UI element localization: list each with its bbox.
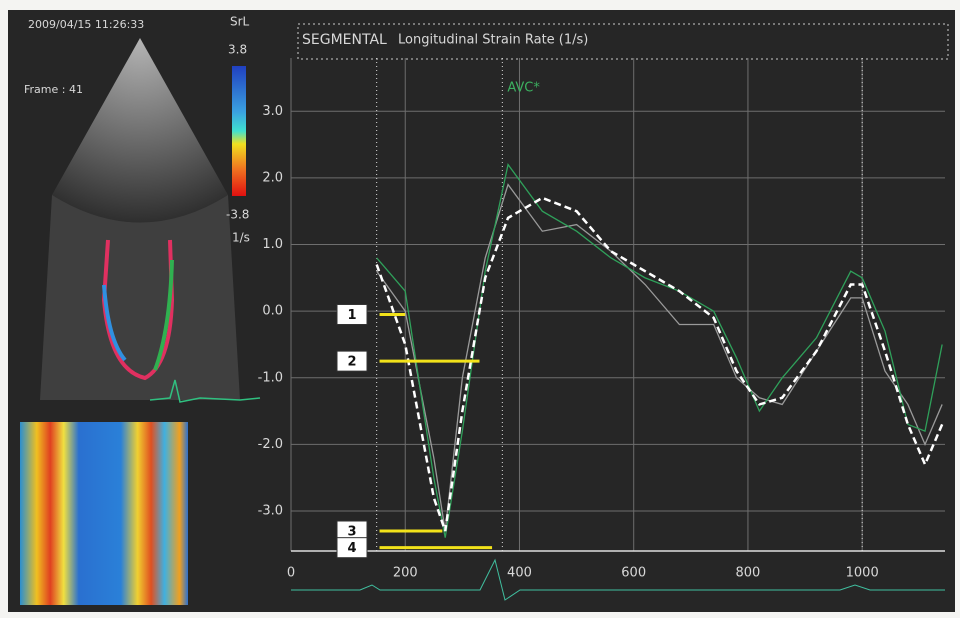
- colorbar: [232, 66, 246, 196]
- x-tick-label: 0: [287, 566, 295, 581]
- y-tick-label: 2.0: [262, 170, 283, 185]
- screenshot: 2009/04/15 11:26:33 Frame : 41 SrL 3.8 -…: [0, 0, 960, 618]
- echo-sector-lower: [40, 195, 240, 400]
- x-tick-label: 200: [393, 566, 418, 581]
- chart-title: SEGMENTAL: [302, 32, 387, 48]
- mmode-strip: [20, 422, 188, 605]
- frame-label: Frame : 41: [24, 83, 83, 96]
- y-tick-label: 0.0: [262, 304, 283, 319]
- x-tick-label: 400: [507, 566, 532, 581]
- colorbar-top: 3.8: [228, 43, 247, 57]
- event-label: AVC*: [507, 81, 540, 96]
- marker-label: 1: [347, 308, 356, 323]
- y-tick-label: -1.0: [258, 370, 283, 385]
- colorbar-bottom: -3.8: [226, 208, 249, 222]
- x-tick-label: 600: [621, 566, 646, 581]
- x-tick-label: 1000: [846, 566, 879, 581]
- marker-label: 2: [347, 355, 356, 370]
- x-tick-label: 800: [736, 566, 761, 581]
- y-tick-label: 1.0: [262, 237, 283, 252]
- marker-label: 4: [347, 541, 356, 556]
- colorbar-title: SrL: [230, 15, 250, 29]
- y-tick-label: 3.0: [262, 104, 283, 119]
- y-tick-label: -3.0: [258, 504, 283, 519]
- colorbar-unit: 1/s: [232, 231, 250, 245]
- chart-subtitle: Longitudinal Strain Rate (1/s): [398, 33, 588, 48]
- timestamp: 2009/04/15 11:26:33: [28, 18, 144, 31]
- y-tick-label: -2.0: [258, 437, 283, 452]
